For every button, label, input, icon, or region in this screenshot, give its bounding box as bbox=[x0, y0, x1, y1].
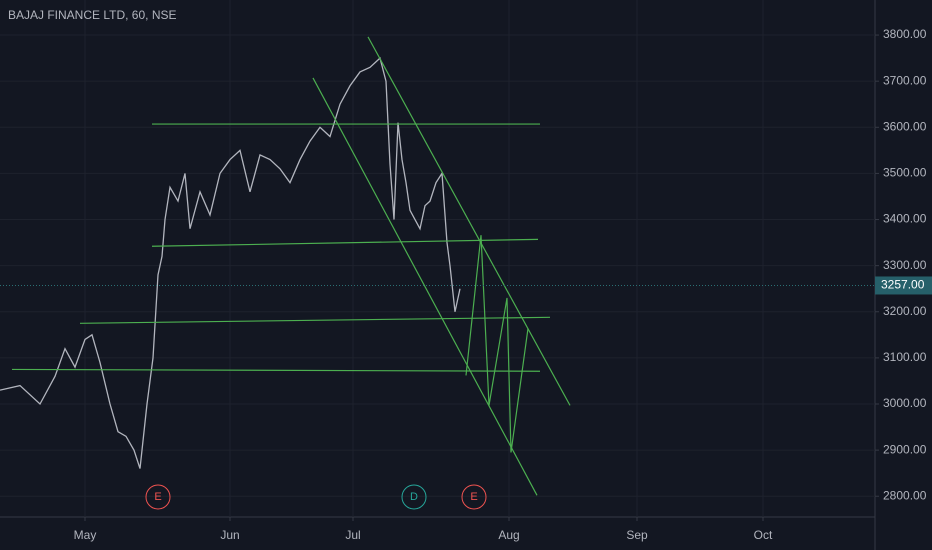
y-tick-label: 3000.00 bbox=[883, 396, 927, 410]
trendline bbox=[11, 368, 541, 372]
y-tick-label: 3200.00 bbox=[883, 304, 927, 318]
chart-title: BAJAJ FINANCE LTD, 60, NSE bbox=[8, 8, 177, 22]
y-tick-label: 3100.00 bbox=[883, 350, 927, 364]
y-tick-label: 2800.00 bbox=[883, 488, 927, 502]
x-tick-label: Aug bbox=[498, 528, 519, 542]
x-tick-label: Jul bbox=[345, 528, 360, 542]
x-tick-label: May bbox=[74, 528, 97, 542]
y-tick-label: 3600.00 bbox=[883, 119, 927, 133]
y-tick-label: 3700.00 bbox=[883, 73, 927, 87]
event-marker bbox=[461, 484, 487, 510]
price-line bbox=[0, 56, 461, 469]
event-marker bbox=[145, 484, 171, 510]
trendline bbox=[367, 36, 571, 406]
y-tick-label: 2900.00 bbox=[883, 442, 927, 456]
trendline bbox=[465, 235, 529, 453]
event-label: E bbox=[470, 491, 477, 503]
x-tick-label: Jun bbox=[220, 528, 239, 542]
last-price-label: 3257.00 bbox=[881, 278, 925, 292]
y-tick-label: 3300.00 bbox=[883, 258, 927, 272]
x-tick-label: Sep bbox=[626, 528, 648, 542]
event-marker bbox=[401, 484, 427, 510]
y-tick-label: 3500.00 bbox=[883, 166, 927, 180]
last-price-badge bbox=[875, 276, 932, 295]
trendline bbox=[151, 238, 539, 247]
y-tick-label: 3800.00 bbox=[883, 27, 927, 41]
x-tick-label: Oct bbox=[754, 528, 773, 542]
event-label: E bbox=[154, 491, 161, 503]
y-tick-label: 3400.00 bbox=[883, 212, 927, 226]
trendline bbox=[312, 77, 538, 496]
event-label: D bbox=[410, 491, 418, 503]
